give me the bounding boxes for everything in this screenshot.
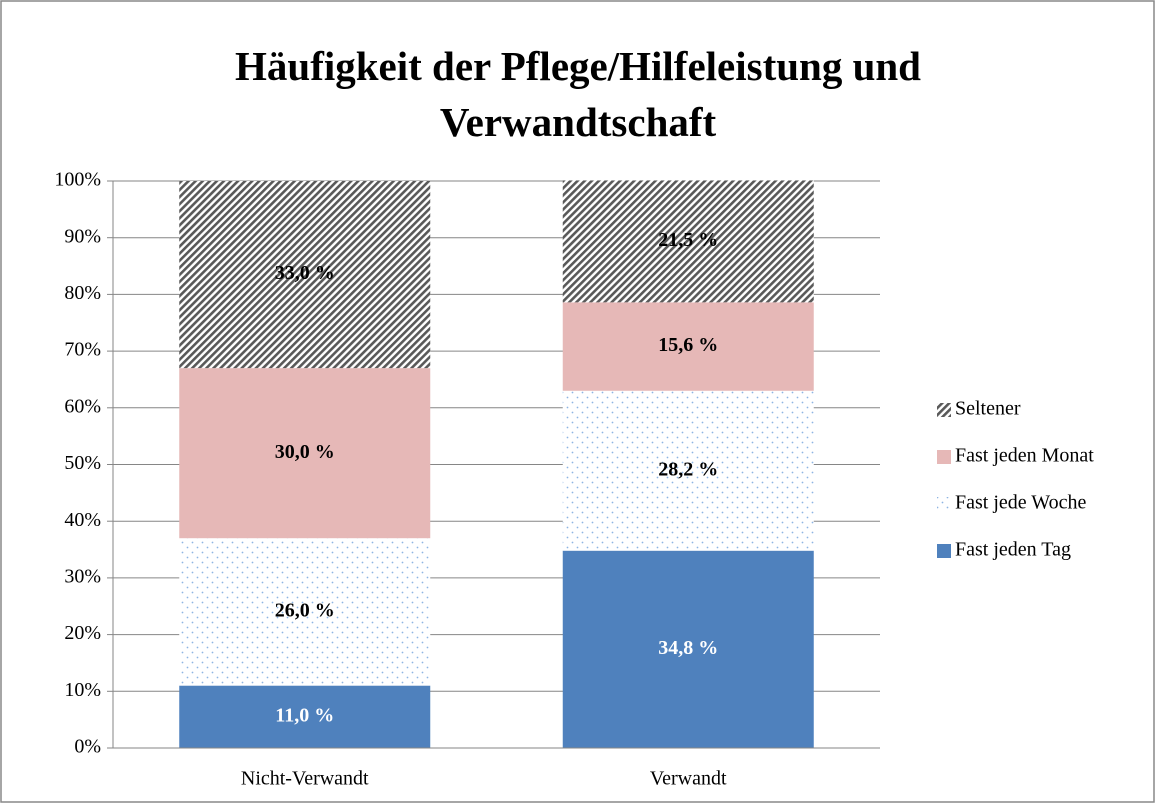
data-label: 11,0 % — [275, 704, 334, 726]
data-label: 28,2 % — [658, 458, 718, 480]
bar-segment — [562, 302, 814, 391]
y-tick-label: 70% — [64, 339, 101, 361]
y-tick-label: 30% — [64, 565, 101, 587]
legend-swatch — [937, 497, 951, 511]
legend-label: Fast jeden Tag — [955, 539, 1071, 561]
y-tick-label: 90% — [64, 225, 101, 247]
bar-segment — [179, 368, 431, 539]
y-tick-label: 60% — [64, 395, 101, 417]
legend-swatch — [937, 544, 951, 558]
y-tick-label: 40% — [64, 509, 101, 531]
x-tick-label: Verwandt — [650, 768, 727, 790]
legend-label: Fast jeden Monat — [955, 445, 1094, 467]
data-label: 30,0 % — [275, 441, 335, 463]
bar-segment — [179, 685, 431, 748]
legend-swatch — [937, 450, 951, 464]
legend-label: Seltener — [955, 398, 1021, 420]
bar-segment — [562, 180, 814, 303]
x-tick-label: Nicht-Verwandt — [241, 768, 369, 790]
y-tick-label: 80% — [64, 282, 101, 304]
data-label: 21,5 % — [658, 229, 718, 251]
legend-swatch — [937, 403, 951, 417]
data-label: 34,8 % — [658, 637, 718, 659]
legend-label: Fast jede Woche — [955, 492, 1086, 514]
bar-segment — [562, 550, 814, 748]
y-tick-label: 20% — [64, 622, 101, 644]
chart-title: Häufigkeit der Pflege/Hilfeleistung und … — [235, 43, 921, 145]
data-label: 26,0 % — [275, 600, 335, 622]
bar-segment — [179, 538, 431, 686]
bar-segment — [179, 181, 431, 369]
y-tick-label: 0% — [74, 736, 101, 758]
y-tick-label: 10% — [64, 679, 101, 701]
bar-segment — [562, 390, 814, 551]
y-tick-label: 100% — [54, 169, 101, 191]
data-label: 15,6 % — [658, 334, 718, 356]
y-tick-label: 50% — [64, 452, 101, 474]
data-label: 33,0 % — [275, 262, 335, 284]
